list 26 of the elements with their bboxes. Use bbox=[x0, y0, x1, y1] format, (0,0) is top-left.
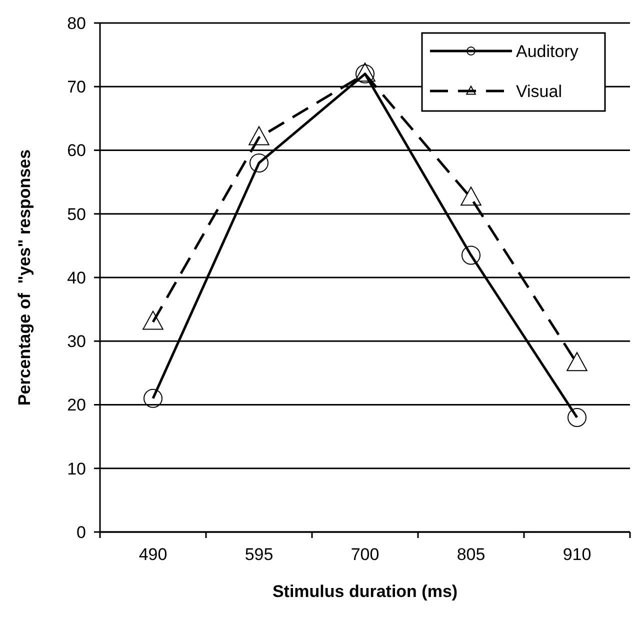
point bbox=[568, 408, 586, 427]
x-tick-label: 805 bbox=[456, 545, 486, 564]
x-axis-title: Stimulus duration (ms) bbox=[272, 582, 458, 601]
point bbox=[566, 352, 588, 372]
point bbox=[248, 126, 270, 146]
y-tick-label: 0 bbox=[76, 522, 86, 542]
point bbox=[144, 388, 162, 408]
y-tick-label: 60 bbox=[67, 141, 86, 160]
point bbox=[462, 246, 480, 265]
point bbox=[460, 186, 482, 206]
y-tick-label: 70 bbox=[67, 78, 86, 97]
x-tick-label: 490 bbox=[138, 545, 168, 564]
legend-label: Auditory bbox=[516, 42, 579, 61]
y-tick-label: 40 bbox=[67, 268, 86, 288]
point bbox=[142, 310, 164, 330]
y-tick-label: 30 bbox=[67, 332, 86, 352]
x-tick-label: 595 bbox=[244, 545, 274, 564]
x-tick-label: 700 bbox=[350, 545, 380, 564]
point bbox=[250, 153, 268, 172]
y-tick-label: 50 bbox=[67, 204, 86, 224]
x-tick-label: 910 bbox=[562, 545, 592, 564]
legend-label: Visual bbox=[516, 82, 562, 101]
y-axis-title: Percentage of "yes" responses bbox=[15, 149, 34, 406]
y-tick-label: 80 bbox=[67, 14, 86, 33]
y-tick-label: 10 bbox=[67, 459, 86, 478]
y-tick-label: 20 bbox=[67, 396, 86, 415]
